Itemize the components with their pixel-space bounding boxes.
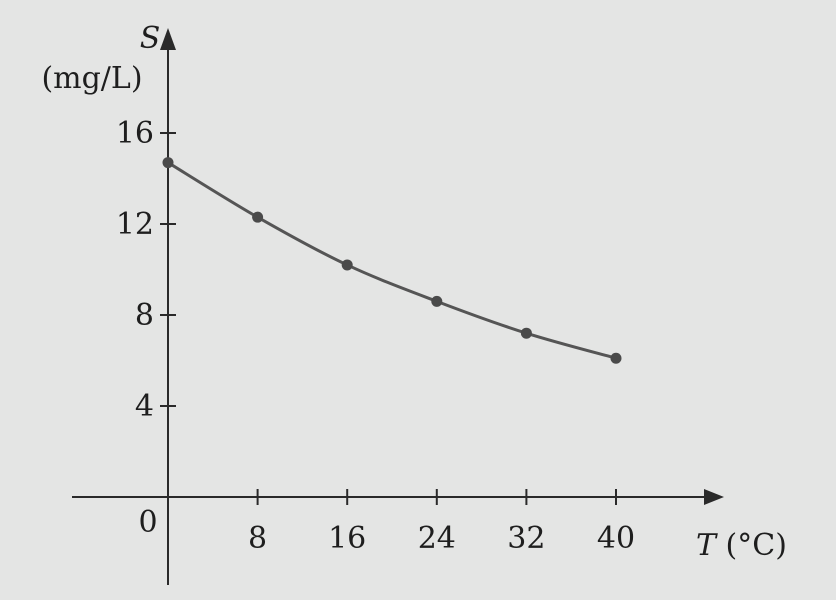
data-point-24 (431, 295, 443, 307)
y-tick-label-12: 12 (116, 207, 154, 242)
data-point-40 (610, 352, 622, 364)
x-axis-unit: (°C) (716, 528, 787, 563)
data-points (162, 157, 622, 364)
x-tick-label-16: 16 (328, 521, 366, 556)
data-point-0 (162, 157, 174, 169)
x-axis-arrow (704, 489, 724, 505)
y-axis-variable: S (140, 21, 161, 56)
y-axis-unit: (mg/L) (41, 61, 142, 96)
y-axis-arrow (160, 28, 176, 50)
origin-label: 0 (138, 505, 157, 540)
x-tick-label-32: 32 (507, 521, 545, 556)
x-axis-label: T (°C) (696, 528, 787, 563)
y-tick-label-16: 16 (116, 116, 154, 151)
data-point-16 (341, 259, 353, 271)
x-tick-label-40: 40 (597, 521, 635, 556)
x-tick-label-8: 8 (248, 521, 267, 556)
x-tick-label-24: 24 (418, 521, 456, 556)
y-tick-label-4: 4 (135, 389, 154, 424)
series-line (167, 161, 617, 360)
data-point-8 (252, 211, 264, 223)
x-ticks: 8 16 24 32 40 (248, 489, 635, 556)
y-tick-label-8: 8 (135, 298, 154, 333)
x-axis-variable: T (696, 528, 718, 563)
data-point-32 (520, 327, 532, 339)
axes (72, 28, 724, 585)
y-ticks: 4 8 12 16 (116, 116, 176, 424)
